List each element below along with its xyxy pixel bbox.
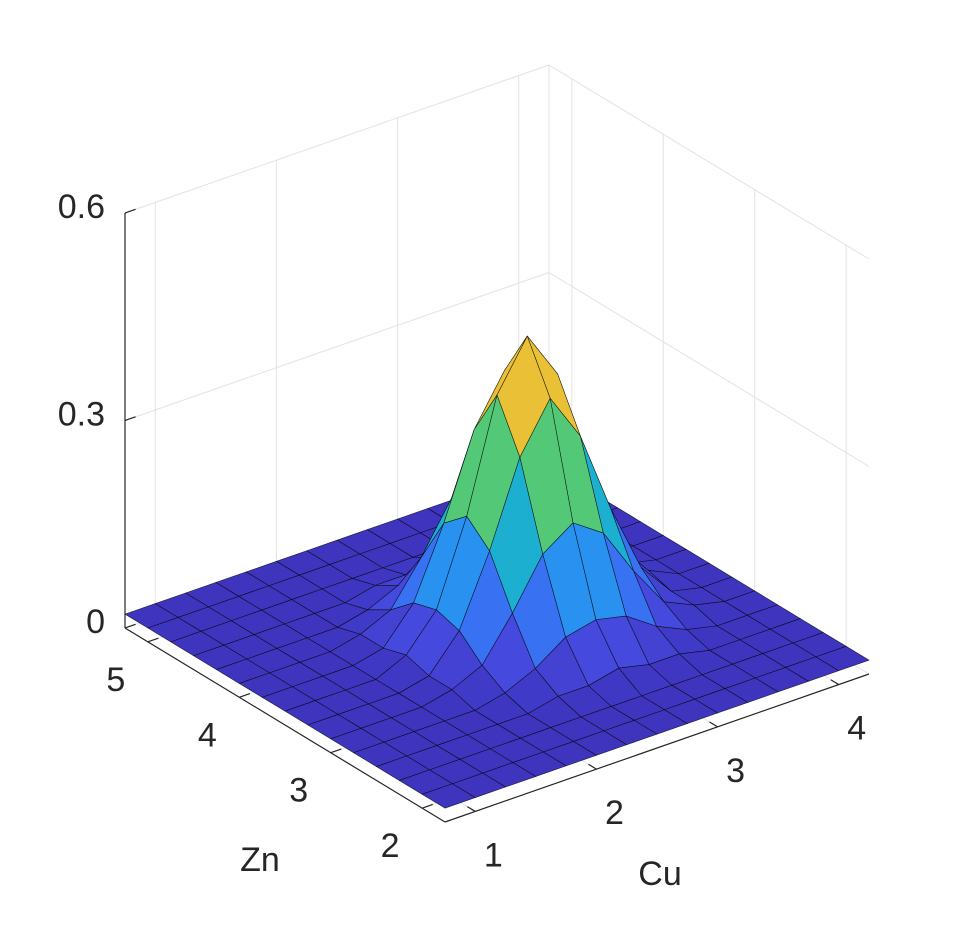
x-axis	[444, 673, 870, 823]
y-axis-label: Zn	[240, 841, 280, 879]
z-tick-label: 0.6	[58, 188, 105, 226]
x-tick	[830, 679, 840, 686]
z-tick	[124, 416, 136, 422]
z-tick-label: 0.3	[58, 395, 105, 433]
x-tick	[709, 721, 718, 728]
x-tick	[588, 763, 597, 770]
y-tick	[147, 637, 159, 643]
x-tick-label: 2	[605, 794, 624, 832]
y-tick-label: 3	[289, 772, 308, 810]
surface-patch	[421, 783, 476, 809]
z-tick	[124, 208, 136, 214]
y-axis	[124, 627, 446, 823]
x-tick-label: 3	[726, 752, 745, 790]
grid-line	[548, 272, 870, 467]
y-tick-label: 4	[198, 716, 217, 754]
grid-line	[124, 64, 550, 214]
y-tick-label: 5	[106, 661, 125, 699]
y-tick	[239, 693, 251, 698]
z-tick-label: 0	[86, 603, 105, 641]
y-tick-label: 2	[381, 827, 400, 865]
x-tick-label: 4	[847, 710, 866, 748]
z-tick	[124, 623, 136, 629]
y-tick	[421, 803, 433, 809]
x-axis-label: Cu	[638, 855, 681, 893]
x-tick	[466, 806, 476, 812]
grid-line	[124, 272, 550, 421]
grid-line	[548, 64, 870, 260]
y-tick	[330, 748, 342, 754]
x-tick-label: 1	[484, 836, 503, 874]
